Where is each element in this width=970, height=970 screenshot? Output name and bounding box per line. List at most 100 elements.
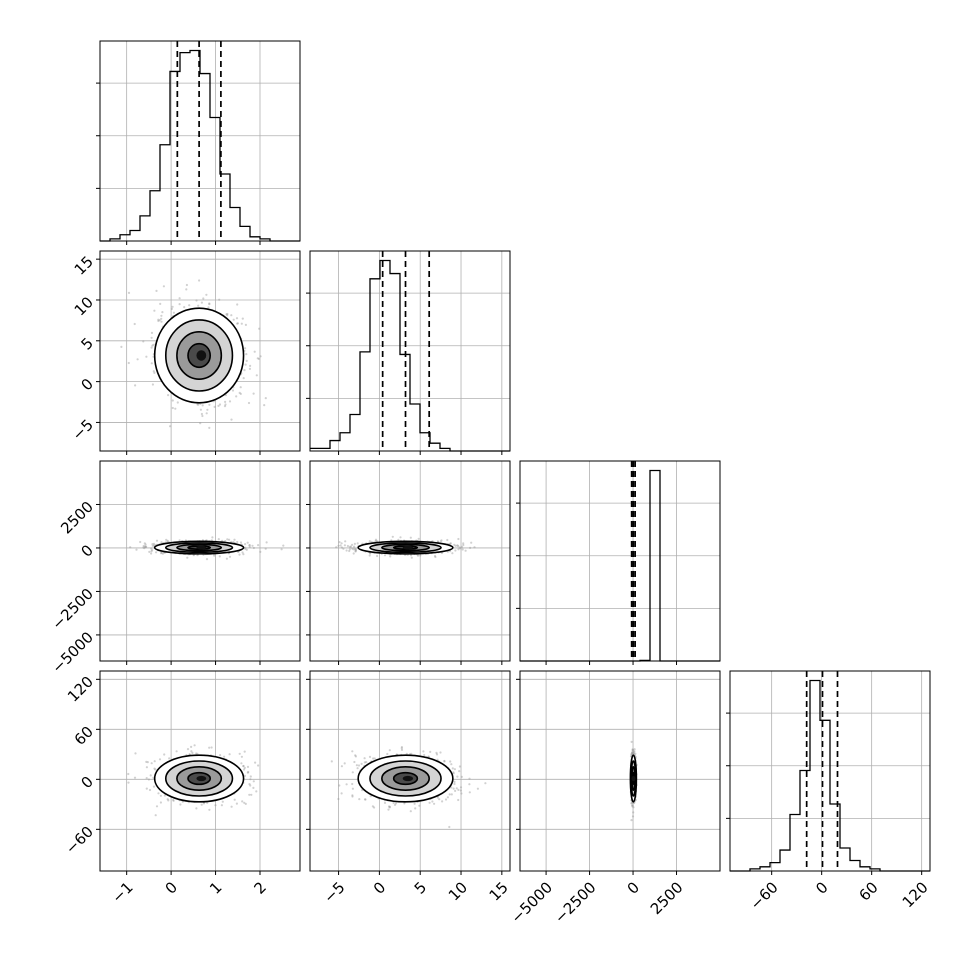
sample-point xyxy=(245,548,248,551)
sample-point xyxy=(195,752,198,755)
sample-point xyxy=(228,555,232,558)
sample-point xyxy=(351,795,354,798)
sample-point xyxy=(280,548,283,551)
sample-point xyxy=(351,771,354,774)
sample-point xyxy=(158,758,162,761)
sample-point xyxy=(422,750,425,753)
sample-point xyxy=(199,408,202,411)
sample-point xyxy=(220,804,223,807)
sample-point xyxy=(185,288,188,291)
sample-point xyxy=(460,545,464,548)
panel-frame xyxy=(309,460,511,662)
sample-point xyxy=(238,553,241,556)
sample-point xyxy=(400,746,403,749)
sample-point xyxy=(252,546,255,550)
sample-point xyxy=(195,807,198,810)
sample-point xyxy=(248,544,251,547)
sample-point xyxy=(388,805,391,808)
density-peak xyxy=(196,545,207,550)
sample-point xyxy=(258,327,261,330)
sample-point xyxy=(242,553,245,556)
sample-point xyxy=(353,760,356,764)
y-tick-label: 0 xyxy=(78,773,97,792)
sample-point xyxy=(460,775,463,779)
sample-point xyxy=(410,752,413,755)
sample-point xyxy=(166,798,169,801)
sample-point xyxy=(338,784,341,787)
y-tick-label: 0 xyxy=(78,541,97,560)
sample-point xyxy=(243,766,246,770)
sample-point xyxy=(439,540,442,543)
histogram-steps xyxy=(730,679,930,872)
sample-point xyxy=(157,319,160,323)
sample-point xyxy=(356,542,359,545)
sample-point xyxy=(243,801,246,804)
sample-point xyxy=(246,541,249,544)
sample-point xyxy=(469,546,472,550)
sample-point xyxy=(145,545,148,548)
sample-point xyxy=(188,304,191,307)
sample-point xyxy=(429,750,432,754)
sample-point xyxy=(143,547,146,550)
sample-point xyxy=(243,369,246,372)
sample-point xyxy=(449,542,452,545)
sample-point xyxy=(230,805,233,808)
sample-point xyxy=(148,550,151,554)
sample-point xyxy=(199,422,202,425)
sample-point xyxy=(160,314,163,317)
sample-point xyxy=(244,802,247,806)
sample-point xyxy=(353,548,357,551)
sample-point xyxy=(363,761,366,764)
sample-point xyxy=(239,386,242,389)
sample-point xyxy=(345,783,348,786)
sample-point xyxy=(225,557,228,560)
sample-point xyxy=(363,757,366,760)
sample-point xyxy=(145,760,148,764)
sample-point xyxy=(157,318,160,321)
sample-point xyxy=(150,336,153,339)
y-tick-label: −60 xyxy=(62,823,97,858)
sample-point xyxy=(244,546,247,549)
sample-point xyxy=(265,541,268,544)
sample-point xyxy=(155,805,159,808)
sample-point xyxy=(340,792,343,795)
sample-point xyxy=(178,539,181,542)
sample-point xyxy=(147,778,150,781)
sample-point xyxy=(210,746,213,749)
sample-point xyxy=(236,540,239,544)
sample-point xyxy=(452,787,455,790)
sample-point xyxy=(257,544,260,547)
sample-point xyxy=(427,755,430,758)
panel-frame xyxy=(99,40,301,242)
sample-point xyxy=(183,306,186,309)
sample-point xyxy=(441,800,444,803)
sample-point xyxy=(235,802,238,805)
sample-point xyxy=(435,751,438,755)
sample-point xyxy=(454,549,457,552)
sample-point xyxy=(248,545,251,549)
sample-point xyxy=(217,538,220,541)
sample-point xyxy=(185,283,188,287)
histogram-panel-0 xyxy=(96,40,301,245)
sample-point xyxy=(410,556,413,559)
x-tick-label: 15 xyxy=(486,878,512,904)
sample-point xyxy=(186,556,189,559)
sample-point xyxy=(205,558,209,561)
sample-point xyxy=(462,543,465,547)
sample-point xyxy=(251,544,254,547)
sample-point xyxy=(239,392,242,395)
sample-point xyxy=(372,757,375,760)
sample-point xyxy=(186,748,190,751)
sample-point xyxy=(233,798,236,801)
sample-point xyxy=(337,544,340,547)
sample-point xyxy=(230,418,233,421)
sample-point xyxy=(457,788,460,792)
panel-background xyxy=(520,671,720,871)
sample-point xyxy=(139,540,142,544)
y-tick-label: −5000 xyxy=(48,628,97,677)
sample-point xyxy=(388,806,391,809)
sample-point xyxy=(459,547,462,550)
sample-point xyxy=(245,359,248,362)
sample-point xyxy=(153,767,156,770)
sample-point xyxy=(152,542,156,546)
